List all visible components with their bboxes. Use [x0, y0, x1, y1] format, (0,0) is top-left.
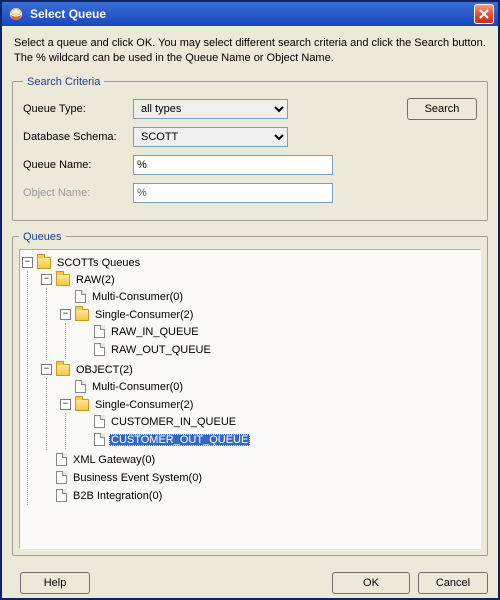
queues-fieldset: Queues − SCOTTs Queues − RAW(2): [12, 231, 488, 556]
close-button[interactable]: [474, 4, 494, 24]
node-label-selected[interactable]: CUSTOMER_OUT_QUEUE: [109, 434, 250, 446]
app-icon: [8, 6, 24, 22]
folder-open-icon: [56, 364, 70, 376]
node-label[interactable]: OBJECT(2): [74, 364, 135, 376]
file-icon: [94, 433, 105, 446]
tree-node-bes[interactable]: Business Event System(0): [41, 469, 478, 487]
object-name-label: Object Name:: [23, 187, 133, 199]
toggle-spacer: [60, 381, 71, 392]
toggle-spacer: [79, 434, 90, 445]
toggle-icon[interactable]: −: [41, 274, 52, 285]
queue-type-select[interactable]: all types: [133, 99, 288, 119]
node-label[interactable]: XML Gateway(0): [71, 454, 157, 466]
database-schema-label: Database Schema:: [23, 131, 133, 143]
tree-node-object-sc[interactable]: − Single-Consumer(2): [60, 396, 478, 450]
file-icon: [75, 380, 86, 393]
dialog-footer: Help OK Cancel: [2, 572, 498, 594]
cancel-button[interactable]: Cancel: [418, 572, 488, 594]
file-icon: [56, 471, 67, 484]
toggle-spacer: [79, 344, 90, 355]
queues-legend: Queues: [19, 231, 66, 243]
toggle-spacer: [41, 490, 52, 501]
search-button[interactable]: Search: [407, 98, 477, 120]
tree-node-raw-sc[interactable]: − Single-Consumer(2): [60, 306, 478, 360]
folder-open-icon: [75, 399, 89, 411]
node-label[interactable]: RAW_IN_QUEUE: [109, 326, 201, 338]
file-icon: [75, 290, 86, 303]
tree-node-cust-out[interactable]: CUSTOMER_OUT_QUEUE: [79, 431, 478, 449]
node-label[interactable]: RAW(2): [74, 274, 117, 286]
node-label[interactable]: Business Event System(0): [71, 472, 204, 484]
file-icon: [56, 489, 67, 502]
file-icon: [56, 453, 67, 466]
search-criteria-fieldset: Search Criteria Queue Type: all types Se…: [12, 76, 488, 221]
tree-node-raw-out[interactable]: RAW_OUT_QUEUE: [79, 341, 478, 359]
toggle-icon[interactable]: −: [41, 364, 52, 375]
toggle-icon[interactable]: −: [22, 257, 33, 268]
tree-node-b2b[interactable]: B2B Integration(0): [41, 487, 478, 505]
queue-name-label: Queue Name:: [23, 159, 133, 171]
dialog-content: Select a queue and click OK. You may sel…: [2, 26, 498, 576]
toggle-spacer: [79, 326, 90, 337]
titlebar: Select Queue: [2, 2, 498, 26]
ok-button[interactable]: OK: [332, 572, 410, 594]
toggle-spacer: [60, 291, 71, 302]
toggle-icon[interactable]: −: [60, 309, 71, 320]
search-criteria-legend: Search Criteria: [23, 76, 104, 88]
toggle-spacer: [79, 416, 90, 427]
toggle-spacer: [41, 454, 52, 465]
folder-open-icon: [75, 309, 89, 321]
node-label[interactable]: CUSTOMER_IN_QUEUE: [109, 416, 238, 428]
toggle-spacer: [41, 472, 52, 483]
queue-type-label: Queue Type:: [23, 103, 133, 115]
tree-node-object[interactable]: − OBJECT(2) Multi-Consumer(0): [41, 361, 478, 451]
node-label[interactable]: Multi-Consumer(0): [90, 381, 185, 393]
window-title: Select Queue: [30, 7, 474, 21]
tree-node-raw-in[interactable]: RAW_IN_QUEUE: [79, 323, 478, 341]
file-icon: [94, 415, 105, 428]
instructions-text: Select a queue and click OK. You may sel…: [14, 36, 486, 66]
tree-node-object-mc[interactable]: Multi-Consumer(0): [60, 378, 478, 396]
object-name-input: [133, 183, 333, 203]
folder-open-icon: [37, 257, 51, 269]
node-label[interactable]: SCOTTs Queues: [55, 257, 142, 269]
tree-root[interactable]: − SCOTTs Queues − RAW(2): [22, 254, 478, 506]
toggle-icon[interactable]: −: [60, 399, 71, 410]
node-label[interactable]: Single-Consumer(2): [93, 309, 195, 321]
database-schema-select[interactable]: SCOTT: [133, 127, 288, 147]
tree-node-raw[interactable]: − RAW(2) Multi-Consumer(0): [41, 271, 478, 361]
help-button[interactable]: Help: [20, 572, 90, 594]
tree-node-xml[interactable]: XML Gateway(0): [41, 451, 478, 469]
tree-node-cust-in[interactable]: CUSTOMER_IN_QUEUE: [79, 413, 478, 431]
folder-open-icon: [56, 274, 70, 286]
file-icon: [94, 343, 105, 356]
node-label[interactable]: RAW_OUT_QUEUE: [109, 344, 213, 356]
node-label[interactable]: Multi-Consumer(0): [90, 291, 185, 303]
queues-tree[interactable]: − SCOTTs Queues − RAW(2): [19, 249, 481, 549]
node-label[interactable]: B2B Integration(0): [71, 490, 164, 502]
node-label[interactable]: Single-Consumer(2): [93, 399, 195, 411]
file-icon: [94, 325, 105, 338]
queue-name-input[interactable]: [133, 155, 333, 175]
tree-node-raw-mc[interactable]: Multi-Consumer(0): [60, 288, 478, 306]
